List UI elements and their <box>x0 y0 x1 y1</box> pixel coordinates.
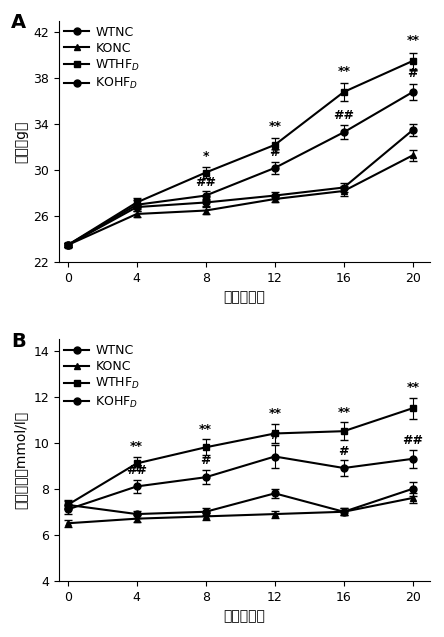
Text: **: ** <box>268 407 281 420</box>
Text: #: # <box>270 146 280 159</box>
Text: #: # <box>408 68 418 80</box>
Text: ##: ## <box>126 464 147 476</box>
X-axis label: 时间（周）: 时间（周） <box>224 609 266 623</box>
Text: **: ** <box>337 65 350 78</box>
Y-axis label: 体重（g）: 体重（g） <box>14 120 28 162</box>
Text: ##: ## <box>195 176 216 189</box>
Text: #: # <box>339 445 349 457</box>
Text: **: ** <box>406 34 419 47</box>
Text: **: ** <box>406 382 419 394</box>
Legend: WTNC, KONC, WTHF$_D$, KOHF$_D$: WTNC, KONC, WTHF$_D$, KOHF$_D$ <box>62 23 143 94</box>
Text: ##: ## <box>402 434 423 447</box>
Text: **: ** <box>199 424 212 436</box>
Text: B: B <box>11 332 26 351</box>
Text: A: A <box>11 13 26 32</box>
Text: **: ** <box>337 406 350 419</box>
Text: #: # <box>201 454 211 467</box>
Text: #: # <box>270 429 280 441</box>
Text: **: ** <box>130 440 143 453</box>
Legend: WTNC, KONC, WTHF$_D$, KOHF$_D$: WTNC, KONC, WTHF$_D$, KOHF$_D$ <box>62 341 143 412</box>
X-axis label: 时间（周）: 时间（周） <box>224 290 266 304</box>
Text: ##: ## <box>333 109 354 122</box>
Y-axis label: 空腹血糖（mmol/l）: 空腹血糖（mmol/l） <box>14 411 28 509</box>
Text: *: * <box>202 150 209 163</box>
Text: **: ** <box>268 120 281 133</box>
